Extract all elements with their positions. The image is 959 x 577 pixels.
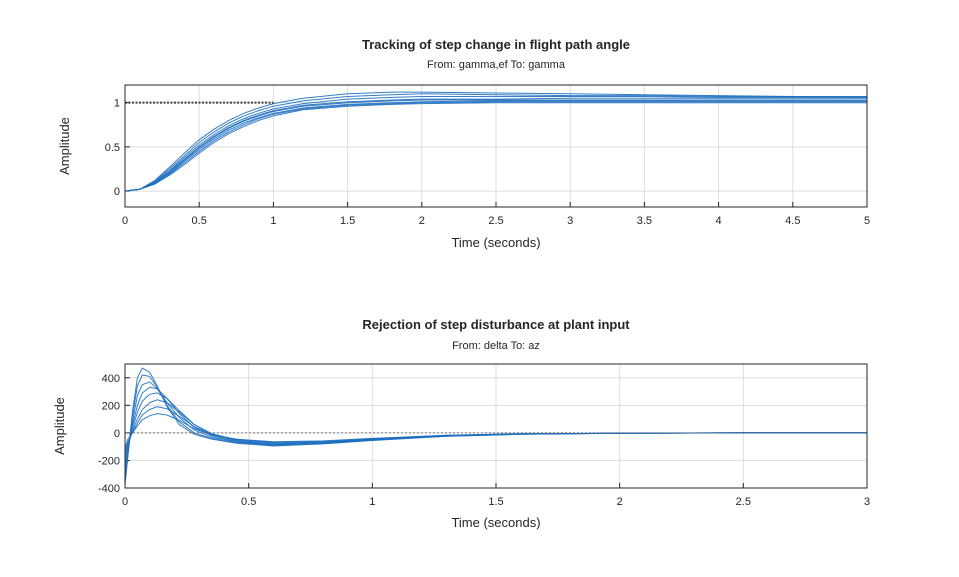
y-tick-label: 0.5 bbox=[105, 142, 120, 154]
grid bbox=[124, 364, 868, 489]
x-tick-label: 2.5 bbox=[736, 496, 751, 508]
y-tick-label: 0 bbox=[114, 428, 120, 440]
x-tick-label: 0.5 bbox=[192, 215, 207, 227]
x-tick-labels: 0 0.5 1 1.5 2 2.5 3 bbox=[122, 496, 870, 508]
x-tick-label: 2.5 bbox=[488, 215, 503, 227]
x-tick-label: 4 bbox=[716, 215, 722, 227]
chart-title: Tracking of step change in flight path a… bbox=[362, 37, 630, 52]
x-tick-label: 1.5 bbox=[488, 496, 503, 508]
y-tick-label: 0 bbox=[114, 186, 120, 198]
x-tick-label: 3 bbox=[864, 496, 870, 508]
chart-title: Rejection of step disturbance at plant i… bbox=[362, 317, 630, 332]
x-tick-label: 1 bbox=[270, 215, 276, 227]
x-tick-label: 0.5 bbox=[241, 496, 256, 508]
x-axis-label: Time (seconds) bbox=[451, 235, 540, 250]
x-tick-label: 3 bbox=[567, 215, 573, 227]
y-tick-label: -400 bbox=[98, 483, 120, 495]
x-tick-label: 4.5 bbox=[785, 215, 800, 227]
series-line bbox=[124, 99, 867, 192]
x-tick-label: 2 bbox=[419, 215, 425, 227]
series-line bbox=[124, 100, 867, 192]
chart-subtitle: From: gamma,ef To: gamma bbox=[427, 59, 566, 71]
y-tick-label: -200 bbox=[98, 455, 120, 467]
series-line bbox=[124, 93, 868, 192]
x-tick-label: 5 bbox=[864, 215, 870, 227]
series-line bbox=[124, 102, 867, 192]
chart-subtitle: From: delta To: az bbox=[452, 340, 540, 352]
x-tick-label: 2 bbox=[617, 496, 623, 508]
x-tick-label: 3.5 bbox=[637, 215, 652, 227]
x-tick-labels: 0 0.5 1 1.5 2 2.5 3 3.5 4 4.5 5 bbox=[122, 215, 870, 227]
series-line bbox=[124, 97, 867, 192]
y-tick-labels: 00.51 bbox=[105, 98, 120, 198]
y-tick-label: 400 bbox=[102, 373, 120, 385]
y-axis-label: Amplitude bbox=[52, 397, 67, 455]
x-tick-label: 0 bbox=[122, 496, 128, 508]
y-tick-label: 200 bbox=[102, 400, 120, 412]
x-tick-label: 0 bbox=[122, 215, 128, 227]
y-axis-label: Amplitude bbox=[57, 117, 72, 175]
series-line bbox=[124, 413, 867, 450]
rejection-chart: Rejection of step disturbance at plant i… bbox=[52, 317, 870, 530]
response-curves bbox=[124, 367, 867, 486]
series-line bbox=[124, 101, 867, 192]
x-axis-label: Time (seconds) bbox=[451, 515, 540, 530]
y-tick-label: 1 bbox=[114, 98, 120, 110]
plot-frame bbox=[124, 363, 868, 489]
plot-frame bbox=[124, 84, 868, 208]
y-tick-labels: -400 -200 0 200 400 bbox=[98, 373, 120, 495]
x-tick-label: 1.5 bbox=[340, 215, 355, 227]
tracking-chart: Tracking of step change in flight path a… bbox=[57, 37, 870, 250]
grid bbox=[124, 85, 868, 207]
x-tick-label: 1 bbox=[369, 496, 375, 508]
series-line bbox=[124, 96, 867, 192]
